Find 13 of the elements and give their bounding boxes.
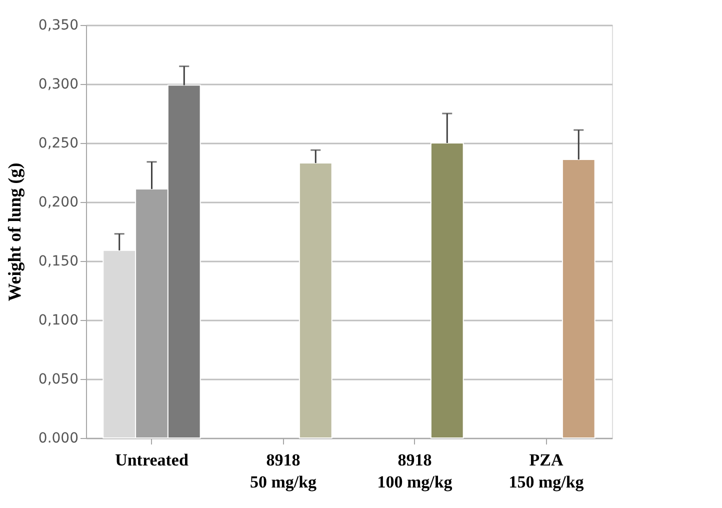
x-tick-label: PZA 150 mg/kg <box>508 450 584 492</box>
y-tick-label: 0,300 <box>38 76 78 92</box>
y-tick-label: 0,200 <box>38 194 78 210</box>
y-axis-title: Weight of lung (g) <box>4 162 24 302</box>
y-tick-label: 0.000 <box>38 430 78 446</box>
x-tick-label: 8918 50 mg/kg <box>250 450 318 492</box>
y-tick-label: 0,050 <box>38 372 78 388</box>
x-tick-label: Untreated <box>115 450 189 470</box>
y-tick-label: 0,350 <box>38 18 78 34</box>
y-tick-label: 0,250 <box>38 136 78 152</box>
y-tick-label: 0,150 <box>38 254 78 270</box>
x-tick-label: 8918 100 mg/kg <box>377 450 453 492</box>
y-tick-label: 0,100 <box>38 312 78 328</box>
